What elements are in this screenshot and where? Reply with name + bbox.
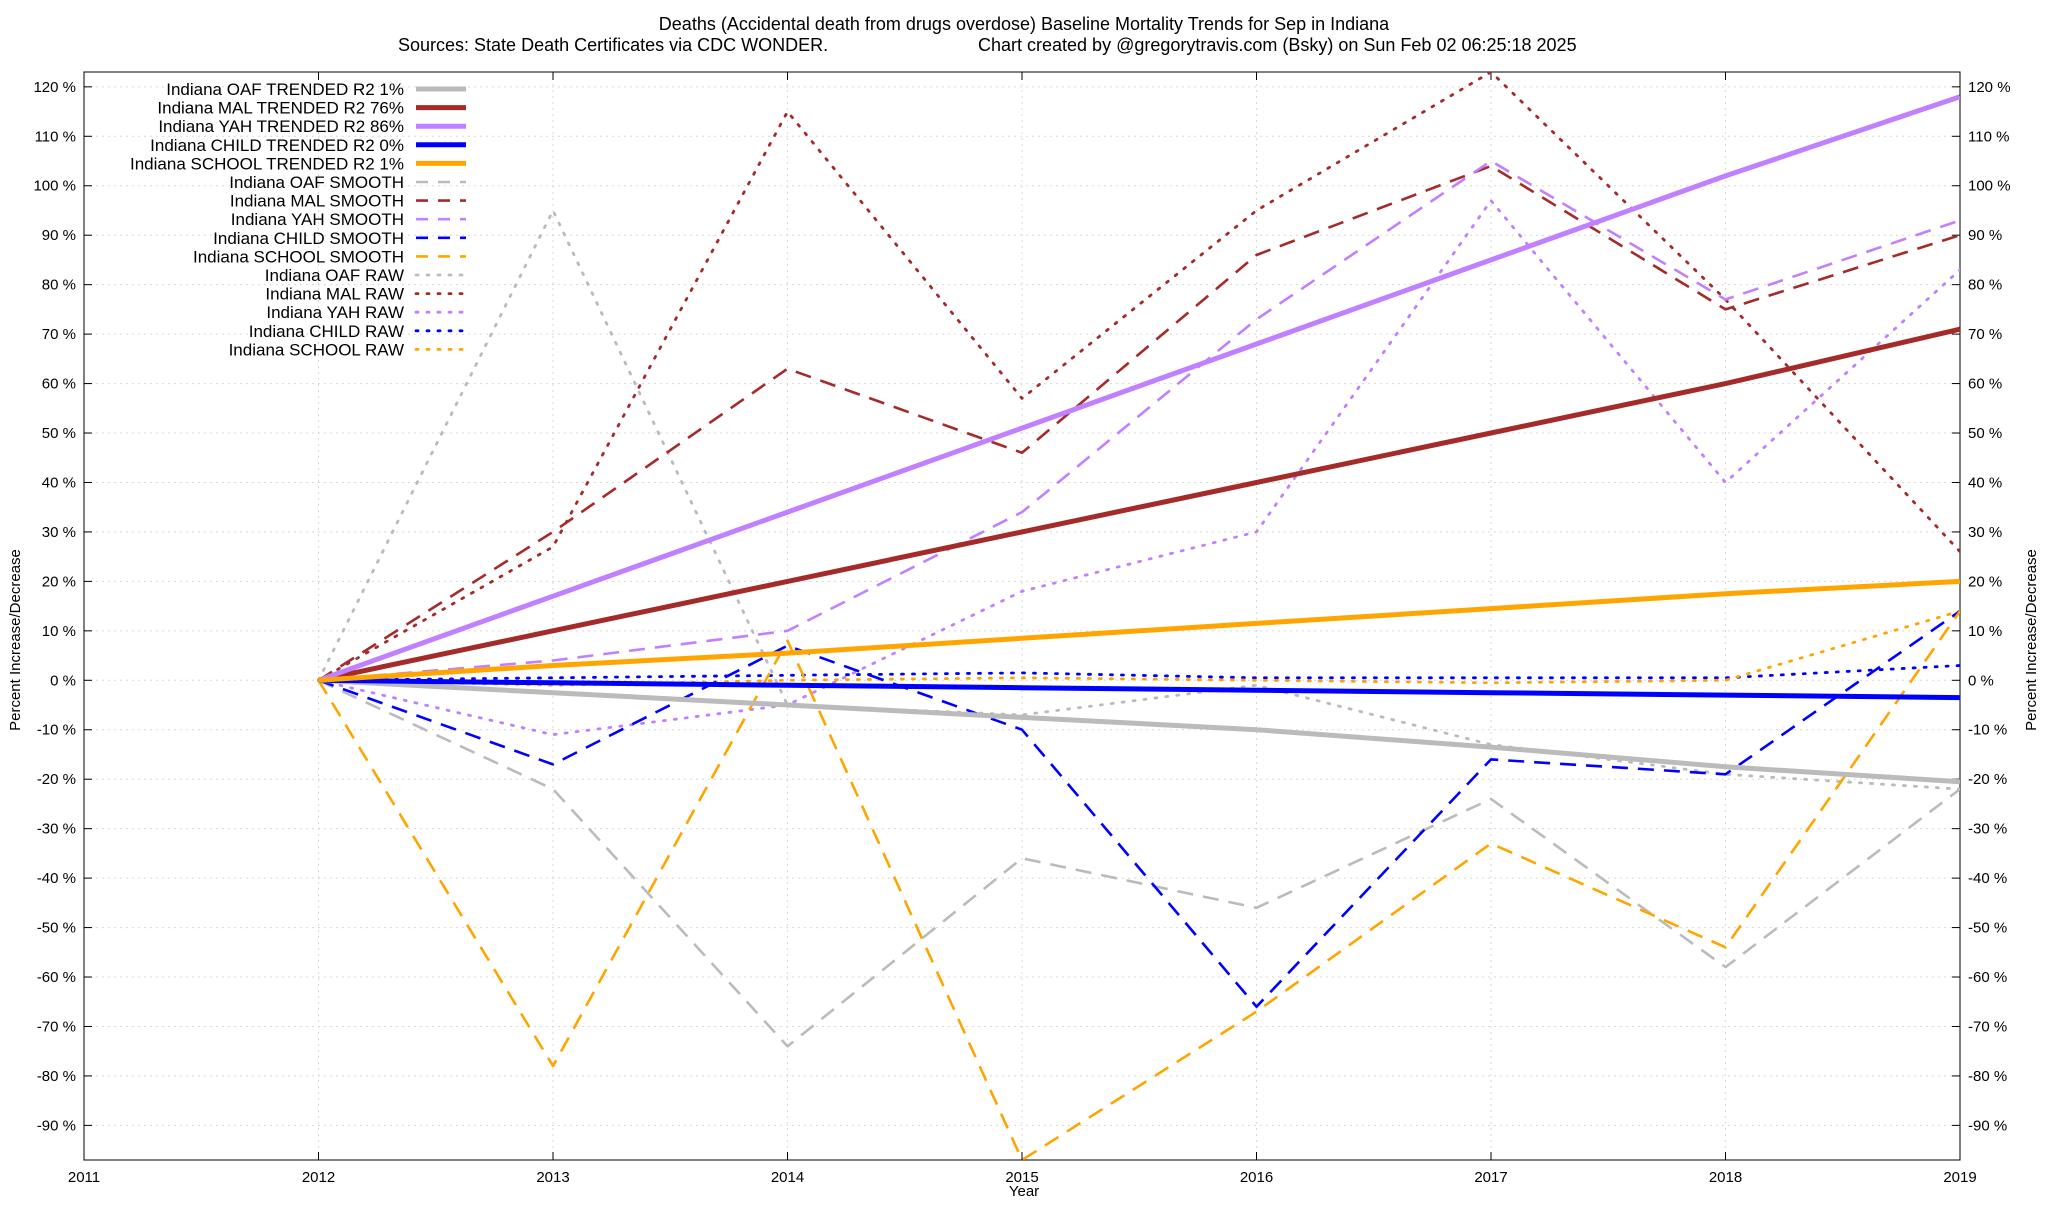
x-tick-label: 2013 xyxy=(536,1169,569,1186)
y-tick-label-left: -70 % xyxy=(37,1018,76,1035)
series-line-indiana-child-smooth xyxy=(318,610,1960,1009)
series-line-indiana-school-trended-r2 xyxy=(318,578,1960,683)
y-tick-label-right: 10 % xyxy=(1968,623,2002,640)
y-tick-label-right: 80 % xyxy=(1968,277,2002,294)
series-line-indiana-mal-raw xyxy=(317,72,1960,682)
legend-label: Indiana YAH TRENDED R2 86% xyxy=(158,117,404,136)
y-tick-label-left: -40 % xyxy=(37,870,76,887)
y-tick-label-left: -80 % xyxy=(37,1068,76,1085)
series-line-indiana-yah-trended-r2 xyxy=(317,94,1960,683)
x-tick-label: 2018 xyxy=(1709,1169,1742,1186)
y-tick-label-left: -10 % xyxy=(37,722,76,739)
x-axis-label: Year xyxy=(1009,1183,1039,1200)
legend-label: Indiana YAH SMOOTH xyxy=(231,210,404,229)
legend-label: Indiana SCHOOL TRENDED R2 1% xyxy=(130,154,404,173)
y-tick-label-right: -30 % xyxy=(1968,821,2007,838)
y-tick-label-right: 100 % xyxy=(1968,178,2011,195)
y-tick-label-right: -70 % xyxy=(1968,1018,2007,1035)
y-tick-label-left: 100 % xyxy=(33,178,76,195)
x-tick-label: 2012 xyxy=(302,1169,335,1186)
y-tick-label-left: -90 % xyxy=(37,1117,76,1134)
legend-label: Indiana SCHOOL RAW xyxy=(229,340,404,359)
axes: 120 % 120 % 110 % 110 % 100 % 100 % 90 % 90 % 80… xyxy=(33,71,2011,1186)
x-tick-label: 2017 xyxy=(1474,1169,1507,1186)
legend-label: Indiana MAL TRENDED R2 76% xyxy=(157,99,404,118)
y-tick-label-right: 70 % xyxy=(1968,326,2002,343)
y-tick-label-right: 50 % xyxy=(1968,425,2002,442)
y-tick-label-right: -10 % xyxy=(1968,722,2007,739)
y-tick-label-right: -20 % xyxy=(1968,771,2007,788)
legend-label: Indiana SCHOOL SMOOTH xyxy=(193,247,404,266)
y-tick-label-left: 40 % xyxy=(42,474,76,491)
y-tick-label-left: 0 % xyxy=(50,672,76,689)
y-tick-label-right: -80 % xyxy=(1968,1068,2007,1085)
chart-title: Deaths (Accidental death from drugs over… xyxy=(659,14,1390,34)
y-tick-label-left: 20 % xyxy=(42,573,76,590)
legend-label: Indiana OAF TRENDED R2 1% xyxy=(166,80,404,99)
y-tick-label-right: 110 % xyxy=(1968,128,2009,145)
legend-label: Indiana MAL RAW xyxy=(265,285,404,304)
y-tick-label-right: 60 % xyxy=(1968,376,2002,393)
series-line-indiana-child-trended-r2 xyxy=(318,677,1960,701)
y-tick-label-right: 30 % xyxy=(1968,524,2002,541)
y-tick-label-right: -50 % xyxy=(1968,920,2007,937)
y-tick-label-left: 50 % xyxy=(42,425,76,442)
y-tick-label-left: 80 % xyxy=(42,277,76,294)
legend-label: Indiana OAF SMOOTH xyxy=(229,173,404,192)
legend-label: Indiana YAH RAW xyxy=(266,303,404,322)
y-tick-label-left: -30 % xyxy=(37,821,76,838)
series-line-indiana-oaf-trended-r2 xyxy=(318,677,1960,785)
y-tick-label-left: 70 % xyxy=(42,326,76,343)
legend: Indiana OAF TRENDED R2 1%Indiana MAL TRE… xyxy=(130,80,468,359)
chart-subtitle-sources: Sources: State Death Certificates via CD… xyxy=(398,35,828,55)
y-tick-label-left: 30 % xyxy=(42,524,76,541)
y-tick-label-left: 110 % xyxy=(35,128,76,145)
y-tick-label-left: 10 % xyxy=(42,623,76,640)
series-lines xyxy=(317,72,1960,1160)
x-tick-label: 2019 xyxy=(1943,1169,1976,1186)
series-line-indiana-mal-trended-r2 xyxy=(317,326,1960,683)
series-line-indiana-yah-raw xyxy=(317,199,1960,737)
series-line-indiana-oaf-raw xyxy=(317,209,1960,791)
legend-label: Indiana CHILD TRENDED R2 0% xyxy=(150,136,404,155)
series-line-indiana-child-raw xyxy=(317,664,1960,682)
series-line-indiana-oaf-smooth xyxy=(317,679,1960,1048)
legend-label: Indiana CHILD RAW xyxy=(249,322,404,341)
y-axis-label-left: Percent Increase/Decrease xyxy=(7,549,24,731)
y-tick-label-left: -20 % xyxy=(37,771,76,788)
y-tick-label-right: -90 % xyxy=(1968,1117,2007,1134)
y-tick-label-left: -60 % xyxy=(37,969,76,986)
series-line-indiana-mal-smooth xyxy=(317,164,1960,682)
y-tick-label-right: 90 % xyxy=(1968,227,2002,244)
x-tick-label: 2011 xyxy=(68,1169,100,1186)
plot-border xyxy=(83,71,1961,1161)
legend-label: Indiana MAL SMOOTH xyxy=(230,192,404,211)
y-tick-label-left: -50 % xyxy=(37,920,76,937)
y-tick-label-right: 40 % xyxy=(1968,474,2002,491)
y-tick-label-left: 120 % xyxy=(33,79,76,96)
y-tick-label-right: 20 % xyxy=(1968,573,2002,590)
y-tick-label-left: 60 % xyxy=(42,376,76,393)
y-tick-label-right: 0 % xyxy=(1968,672,1994,689)
series-line-indiana-school-smooth xyxy=(317,610,1960,1160)
series-line-indiana-yah-smooth xyxy=(318,159,1960,682)
x-tick-label: 2016 xyxy=(1240,1169,1273,1186)
series-line-indiana-school-raw xyxy=(317,609,1960,687)
y-axis-label-right: Percent Increase/Decrease xyxy=(2023,549,2040,731)
y-tick-label-left: 90 % xyxy=(42,227,76,244)
chart-subtitle-credit: Chart created by @gregorytravis.com (Bsk… xyxy=(978,35,1577,55)
legend-label: Indiana OAF RAW xyxy=(265,266,404,285)
x-tick-label: 2015 xyxy=(1005,1169,1038,1186)
y-tick-label-right: 120 % xyxy=(1968,79,2011,96)
x-tick-label: 2014 xyxy=(771,1169,804,1186)
y-tick-label-right: -60 % xyxy=(1968,969,2007,986)
legend-label: Indiana CHILD SMOOTH xyxy=(213,229,404,248)
grid xyxy=(83,72,1961,1160)
y-tick-label-right: -40 % xyxy=(1968,870,2007,887)
